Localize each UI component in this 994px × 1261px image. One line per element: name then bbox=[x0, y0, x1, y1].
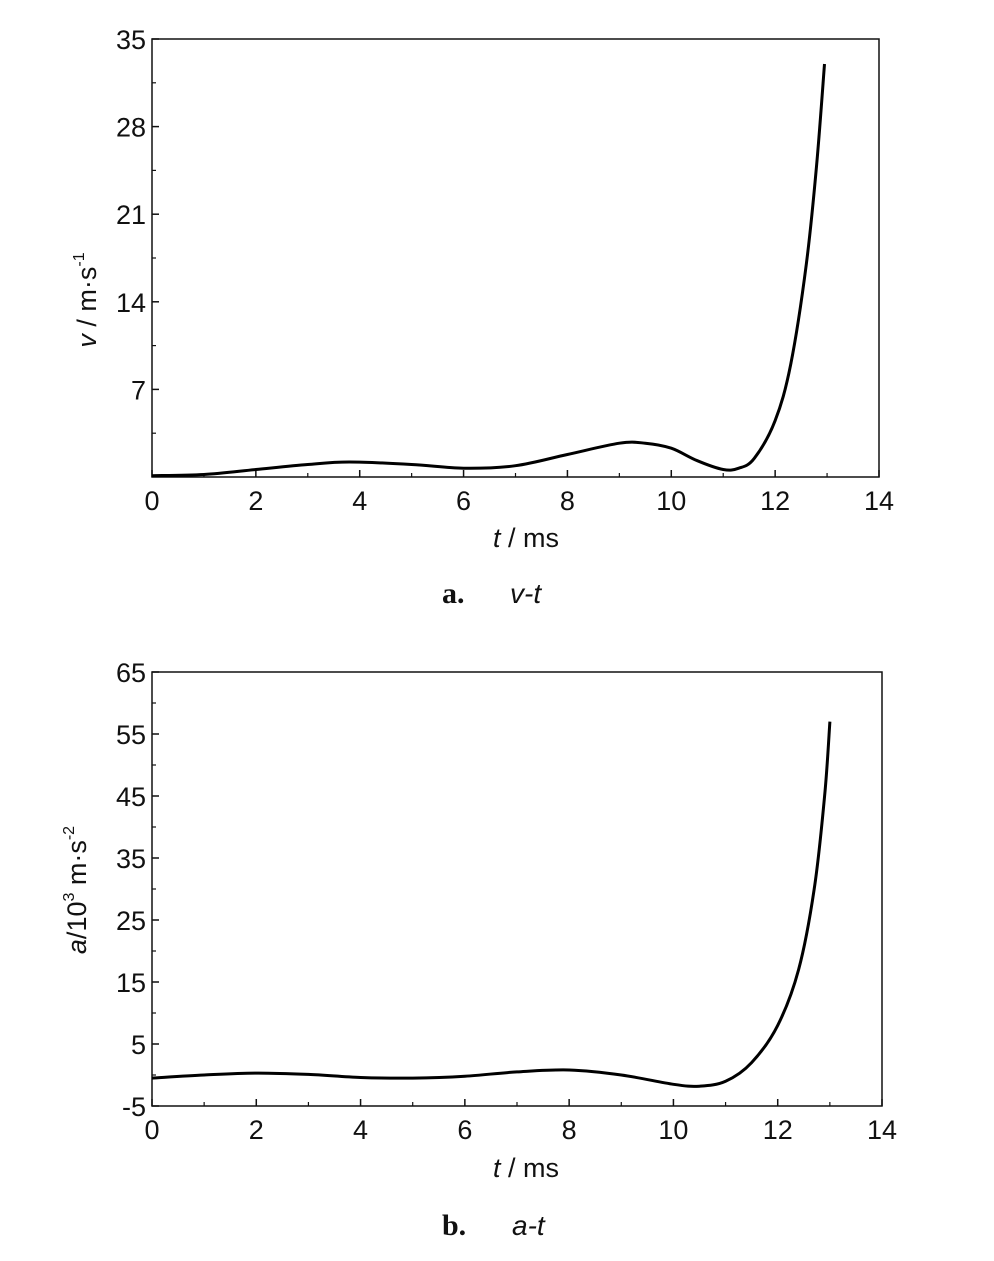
x-tick-label: 8 bbox=[560, 486, 575, 516]
x-tick-label: 10 bbox=[656, 486, 686, 516]
x-tick-label: 12 bbox=[763, 1115, 793, 1145]
y-tick-label: 55 bbox=[116, 720, 146, 750]
y-tick-label: 7 bbox=[131, 375, 146, 405]
caption-letter: a. bbox=[442, 577, 465, 610]
y-tick-label: 45 bbox=[116, 782, 146, 812]
y-axis-ticks: -5 5 15 25 35 45 55 65 bbox=[116, 658, 159, 1122]
y-tick-label: 14 bbox=[116, 288, 146, 318]
y-tick-label: 15 bbox=[116, 968, 146, 998]
y-tick-label: 65 bbox=[116, 658, 146, 688]
y-tick-label: -5 bbox=[122, 1092, 146, 1122]
series-line bbox=[151, 63, 826, 478]
chart-panel-b: 0 2 4 6 8 10 12 14 -5 5 15 25 35 45 55 65 t / ms a/103… bbox=[61, 658, 897, 1242]
x-tick-label: 0 bbox=[144, 486, 159, 516]
y-axis-label: a/103 m·s-2 bbox=[61, 826, 92, 954]
x-tick-label: 2 bbox=[249, 1115, 264, 1145]
caption-text: v-t bbox=[510, 578, 542, 609]
y-tick-label: 5 bbox=[131, 1030, 146, 1060]
x-tick-label: 4 bbox=[352, 486, 367, 516]
plot-frame bbox=[151, 671, 883, 1107]
caption-text: a-t bbox=[512, 1210, 546, 1241]
x-tick-label: 0 bbox=[144, 1115, 159, 1145]
caption-letter: b. bbox=[442, 1209, 466, 1242]
series-line bbox=[151, 721, 832, 1088]
y-tick-label: 35 bbox=[116, 25, 146, 55]
x-tick-label: 14 bbox=[864, 486, 894, 516]
y-tick-label: 35 bbox=[116, 844, 146, 874]
x-tick-label: 12 bbox=[760, 486, 790, 516]
chart-panel-a: 0 2 4 6 8 10 12 14 7 14 21 28 35 t / ms v / m·s-1 a… bbox=[71, 25, 894, 610]
x-axis-label: t / ms bbox=[493, 523, 559, 553]
x-tick-label: 10 bbox=[658, 1115, 688, 1145]
y-tick-label: 21 bbox=[116, 200, 146, 230]
y-tick-label: 25 bbox=[116, 906, 146, 936]
x-tick-label: 8 bbox=[562, 1115, 577, 1145]
plot-frame bbox=[151, 38, 880, 478]
x-axis-label: t / ms bbox=[493, 1153, 559, 1183]
y-axis-ticks: 7 14 21 28 35 bbox=[116, 25, 159, 434]
y-axis-label: v / m·s-1 bbox=[71, 252, 102, 347]
x-tick-label: 6 bbox=[456, 486, 471, 516]
x-tick-label: 6 bbox=[457, 1115, 472, 1145]
x-tick-label: 4 bbox=[353, 1115, 368, 1145]
x-axis-ticks: 0 2 4 6 8 10 12 14 bbox=[144, 470, 894, 516]
x-axis-ticks: 0 2 4 6 8 10 12 14 bbox=[144, 1099, 897, 1145]
x-tick-label: 2 bbox=[248, 486, 263, 516]
x-tick-label: 14 bbox=[867, 1115, 897, 1145]
y-tick-label: 28 bbox=[116, 113, 146, 143]
